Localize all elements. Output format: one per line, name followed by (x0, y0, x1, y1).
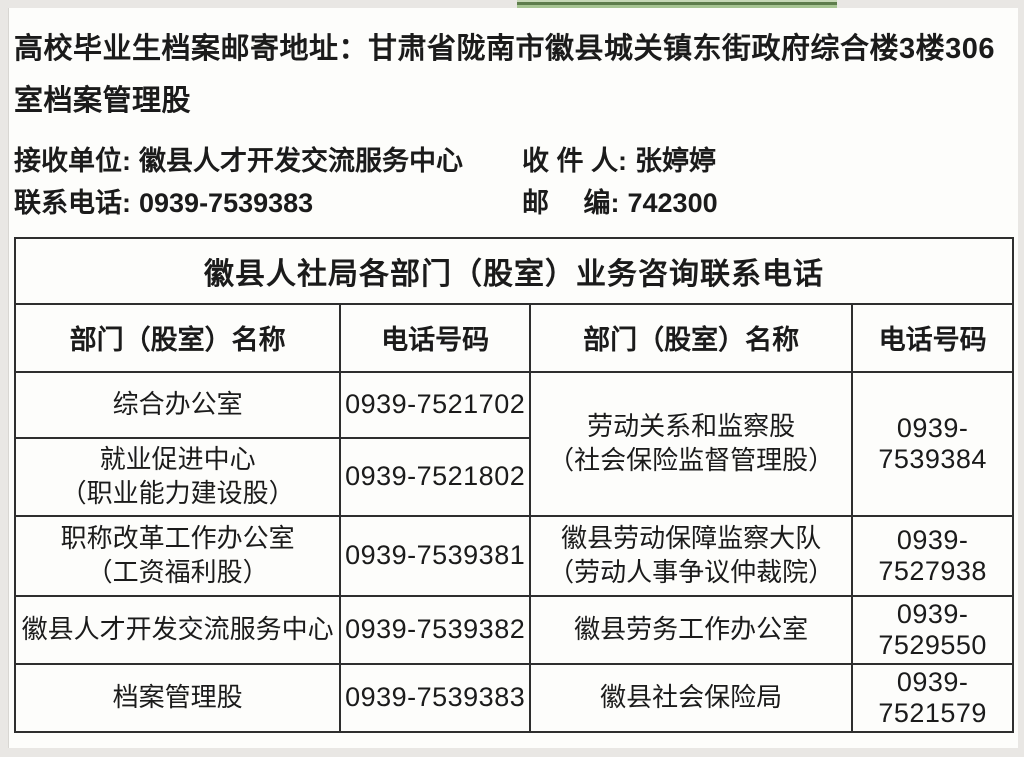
dept-name: 劳动关系和监察股 (587, 411, 796, 442)
recipient-row-2: 联系电话: 0939-7539383 邮 编: 742300 (14, 183, 1014, 225)
table-row: 就业促进中心 （职业能力建设股） 0939-7521802 (13, 436, 1013, 517)
dept-subname: （劳动人事争议仲裁院） (548, 556, 835, 587)
column-header-phone-right: 电话号码 (851, 302, 1014, 373)
postal-code: 邮 编: 742300 (522, 183, 1014, 225)
loading-progress-bar (517, 0, 837, 9)
dept-cell: 徽县劳动保障监察大队 （劳动人事争议仲裁院） (528, 514, 854, 597)
phone-cell: 0939-7539383 (339, 662, 531, 733)
dept-name: 职称改革工作办公室 (60, 523, 295, 554)
table-row: 职称改革工作办公室 （工资福利股） 0939-7539381 徽县劳动保障监察大… (13, 514, 1014, 597)
table-title-row: 徽县人社局各部门（股室）业务咨询联系电话 (14, 236, 1014, 305)
recipient-person-label: 收 件 人: (522, 146, 627, 177)
recipient-person: 收 件 人: 张婷婷 (522, 141, 1014, 183)
dept-subname: （工资福利股） (86, 556, 269, 587)
phone-cell: 0939-7529550 (851, 594, 1014, 665)
postal-code-label: 邮 编: (522, 188, 620, 219)
table-header-row: 部门（股室）名称 电话号码 部门（股室）名称 电话号码 (13, 302, 1014, 373)
dept-name: 徽县劳动保障监察大队 (561, 523, 822, 554)
dept-cell: 档案管理股 (13, 662, 342, 733)
dept-subname: （职业能力建设股） (60, 477, 295, 508)
phone-cell-merged: 0939-7539384 (851, 370, 1014, 517)
table-title: 徽县人社局各部门（股室）业务咨询联系电话 (14, 236, 1014, 305)
receiving-unit: 接收单位: 徽县人才开发交流服务中心 (14, 141, 522, 183)
table-row: 档案管理股 0939-7539383 徽县社会保险局 0939-7521579 (13, 662, 1014, 733)
dept-cell: 综合办公室 (13, 370, 342, 439)
phone-cell: 0939-7527938 (851, 514, 1014, 597)
postal-code-value: 742300 (627, 188, 718, 219)
table-row: 徽县人才开发交流服务中心 0939-7539382 徽县劳务工作办公室 0939… (13, 594, 1014, 665)
dept-cell: 徽县人才开发交流服务中心 (13, 594, 342, 665)
receiving-unit-label: 接收单位: (14, 146, 131, 177)
contact-phone-value: 0939-7539383 (139, 188, 314, 219)
column-header-dept-left: 部门（股室）名称 (13, 302, 342, 373)
dept-cell: 职称改革工作办公室 （工资福利股） (13, 514, 342, 597)
document-sheet: 高校毕业生档案邮寄地址：甘肃省陇南市徽县城关镇东街政府综合楼3楼306室档案管理… (8, 8, 1018, 748)
phone-directory-table: 徽县人社局各部门（股室）业务咨询联系电话 部门（股室）名称 电话号码 部门（股室… (13, 236, 1014, 733)
dept-cell-merged: 劳动关系和监察股 （社会保险监督管理股） (528, 370, 854, 517)
phone-cell: 0939-7521579 (851, 662, 1014, 733)
phone-cell: 0939-7521802 (339, 436, 531, 517)
phone-cell: 0939-7521702 (339, 370, 531, 439)
phone-cell: 0939-7539381 (339, 514, 531, 597)
mailing-address-text: 高校毕业生档案邮寄地址：甘肃省陇南市徽县城关镇东街政府综合楼3楼306室档案管理… (14, 33, 996, 117)
table-row: 综合办公室 0939-7521702 劳动关系和监察股 （社会保险监督管理股） … (13, 370, 1014, 517)
column-header-phone-left: 电话号码 (339, 302, 531, 373)
recipient-info-block: 接收单位: 徽县人才开发交流服务中心 收 件 人: 张婷婷 联系电话: 0939-75… (14, 141, 1014, 225)
phone-cell: 0939-7539382 (339, 594, 531, 665)
column-header-dept-right: 部门（股室）名称 (528, 302, 854, 373)
dept-cell: 徽县劳务工作办公室 (528, 594, 854, 665)
receiving-unit-value: 徽县人才开发交流服务中心 (139, 146, 463, 177)
dept-subname: （社会保险监督管理股） (548, 444, 835, 475)
dept-name: 就业促进中心 (99, 444, 256, 475)
recipient-person-value: 张婷婷 (635, 146, 716, 177)
dept-cell: 就业促进中心 （职业能力建设股） (13, 436, 342, 517)
contact-phone: 联系电话: 0939-7539383 (14, 183, 522, 225)
dept-cell: 徽县社会保险局 (528, 662, 854, 733)
contact-phone-label: 联系电话: (14, 188, 131, 219)
recipient-row-1: 接收单位: 徽县人才开发交流服务中心 收 件 人: 张婷婷 (14, 141, 1014, 183)
